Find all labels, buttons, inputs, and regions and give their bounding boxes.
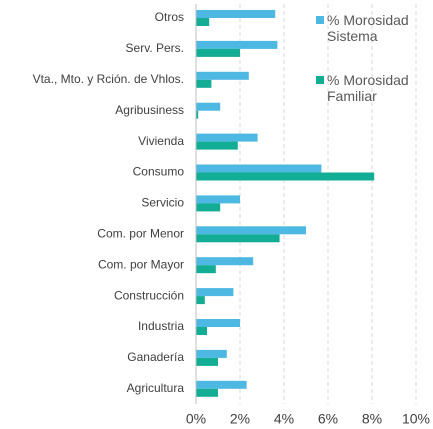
bar (196, 172, 375, 181)
bar (196, 226, 306, 235)
y-tick-label: Agricultura (127, 381, 185, 395)
x-tick-label: 0% (186, 411, 206, 427)
x-tick-label: 10% (402, 411, 430, 427)
bar (196, 380, 247, 389)
y-tick-label: Ganadería (127, 350, 184, 364)
bar (196, 288, 234, 297)
legend-label: % Morosidad Sistema (327, 12, 409, 44)
x-tick-label: 4% (274, 411, 294, 427)
y-tick-label: Vta., Mto. y Rción. de Vhlos. (33, 72, 184, 86)
bar (196, 203, 221, 212)
bar (196, 327, 207, 335)
x-tick-label: 8% (362, 411, 382, 427)
y-tick-label: Agribusiness (115, 103, 184, 117)
y-tick-label: Com. por Mayor (98, 257, 184, 271)
y-tick-label: Vivienda (138, 134, 184, 148)
y-tick-label: Construcción (114, 288, 184, 302)
bar (196, 133, 258, 142)
y-tick-label: Serv. Pers. (126, 41, 184, 55)
bar (196, 71, 249, 80)
bar (196, 48, 240, 57)
y-tick-label: Com. por Menor (97, 226, 184, 240)
bar (196, 388, 218, 397)
y-tick-label: Industria (138, 319, 184, 333)
bar (196, 110, 199, 119)
bar (196, 265, 216, 274)
legend-swatch (316, 16, 324, 24)
bar (196, 40, 278, 49)
bar (196, 234, 280, 243)
bar (196, 18, 210, 26)
bar (196, 319, 240, 327)
legend-item: % Morosidad Sistema (316, 12, 428, 44)
legend-swatch (316, 76, 324, 84)
x-tick-label: 6% (318, 411, 338, 427)
bar (196, 164, 322, 173)
bar (196, 257, 254, 266)
bar (196, 349, 227, 358)
legend-item: % Morosidad Familiar (316, 72, 428, 104)
bar (196, 79, 212, 88)
legend-label: % Morosidad Familiar (327, 72, 409, 104)
y-tick-label: Servicio (141, 196, 184, 210)
bar (196, 102, 221, 111)
bar (196, 296, 205, 305)
x-tick-label: 2% (230, 411, 250, 427)
bar (196, 141, 238, 150)
bar (196, 357, 218, 366)
y-tick-label: Consumo (133, 165, 185, 179)
bar (196, 195, 240, 204)
bar (196, 10, 276, 18)
legend: % Morosidad Sistema % Morosidad Familiar (316, 12, 428, 132)
y-tick-label: Otros (155, 10, 184, 24)
